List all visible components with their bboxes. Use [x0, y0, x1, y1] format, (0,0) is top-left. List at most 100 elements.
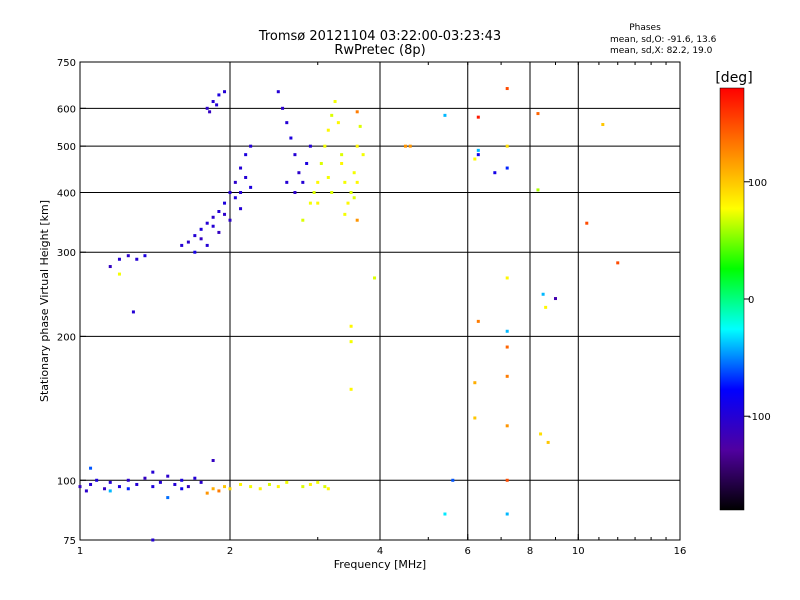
point-X-15	[326, 487, 330, 491]
point-X-39	[340, 161, 344, 165]
point-X-31	[358, 124, 362, 128]
chart-title-line1: Tromsø 20121104 03:22:00-03:23:43	[258, 29, 501, 44]
x-tick-label-0: 1	[77, 546, 83, 557]
point-O-17	[199, 480, 203, 484]
point-X-34	[330, 190, 334, 194]
point-other-3	[476, 153, 480, 157]
point-O-64	[293, 190, 297, 194]
point-X-32	[361, 153, 365, 157]
point-other-18	[505, 478, 509, 482]
point-X-4	[228, 487, 232, 491]
colorbar	[719, 87, 745, 511]
point-X-16	[301, 218, 305, 222]
x-tick-label-1: 2	[227, 546, 233, 557]
point-O-50	[211, 100, 215, 104]
point-other-8	[473, 416, 477, 420]
point-O-37	[199, 237, 203, 241]
point-X-11	[301, 485, 305, 489]
point-O-15	[186, 485, 190, 489]
y-tick-label-6: 600	[57, 104, 76, 115]
colorbar-ticks: 100 0 -100	[744, 178, 771, 423]
point-X-43	[349, 340, 353, 344]
point-O-9	[143, 476, 147, 480]
point-other-5	[473, 157, 477, 161]
point-O-12	[166, 474, 170, 478]
point-O-25	[186, 240, 190, 244]
colorbar-tick-label-2: -100	[748, 412, 771, 423]
point-O-19	[108, 489, 112, 493]
point-X-27	[346, 201, 350, 205]
point-X-9	[276, 485, 280, 489]
y-tick-label-1: 100	[57, 476, 76, 487]
point-O-46	[205, 243, 209, 247]
point-other-22	[536, 188, 540, 192]
point-O-61	[301, 180, 305, 184]
point-X-0	[205, 491, 209, 495]
point-O-5	[108, 480, 112, 484]
colorbar-label: [deg]	[715, 70, 752, 86]
point-O-20	[166, 496, 170, 500]
point-X-5	[239, 482, 243, 486]
point-O-58	[289, 136, 293, 140]
point-X-19	[319, 161, 323, 165]
point-other-24	[544, 305, 548, 309]
y-tick-label-5: 500	[57, 142, 76, 153]
point-X-2	[217, 489, 221, 493]
y-axis-ticks: 75 100 200 300 400 500 600 750	[57, 58, 86, 547]
point-X-48	[408, 144, 412, 148]
point-other-28	[585, 221, 589, 225]
point-X-26	[343, 180, 347, 184]
point-X-3	[223, 485, 227, 489]
point-O-56	[281, 106, 285, 110]
point-X-29	[352, 171, 356, 175]
point-other-31	[403, 144, 407, 148]
point-other-20	[476, 115, 480, 119]
point-other-21	[536, 112, 540, 116]
data-points	[78, 87, 620, 542]
point-other-10	[505, 87, 509, 91]
point-O-48	[239, 190, 243, 194]
point-O-63	[308, 144, 312, 148]
point-other-27	[553, 297, 557, 301]
point-O-38	[211, 224, 215, 228]
point-other-12	[505, 144, 509, 148]
point-O-7	[126, 478, 130, 482]
point-other-1	[443, 512, 447, 516]
point-X-46	[355, 218, 359, 222]
colorbar-tick-label-0: 100	[748, 178, 767, 189]
point-X-7	[258, 487, 262, 491]
point-X-12	[308, 482, 312, 486]
point-other-6	[476, 319, 480, 323]
y-tick-label-7: 750	[57, 58, 76, 69]
point-O-62	[305, 161, 309, 165]
point-X-28	[349, 190, 353, 194]
point-O-34	[239, 166, 243, 170]
point-O-39	[223, 212, 227, 216]
point-O-47	[228, 218, 232, 222]
point-O-6	[117, 485, 121, 489]
colorbar-tick-label-1: 0	[748, 295, 754, 306]
x-tick-label-2: 4	[377, 546, 383, 557]
point-other-15	[505, 345, 509, 349]
point-O-11	[158, 480, 162, 484]
point-O-28	[205, 221, 209, 225]
point-O-32	[228, 190, 232, 194]
point-O-40	[233, 196, 237, 200]
point-O-35	[244, 153, 248, 157]
x-tick-label-6: 16	[674, 546, 687, 557]
point-O-1	[84, 489, 88, 493]
point-O-27	[199, 227, 203, 231]
point-X-47	[355, 110, 359, 114]
point-O-49	[205, 106, 209, 110]
chart-title-line2: RwPretec (8p)	[334, 43, 425, 58]
phases-mean-x: mean, sd,X: 82.2, 19.0	[610, 46, 713, 56]
point-O-51	[217, 93, 221, 97]
point-X-41	[117, 272, 121, 276]
point-X-33	[316, 201, 320, 205]
point-O-42	[193, 250, 197, 254]
point-X-24	[336, 121, 340, 125]
point-other-19	[505, 512, 509, 516]
point-X-20	[323, 144, 327, 148]
point-O-44	[239, 207, 243, 211]
y-tick-label-0: 75	[63, 536, 76, 547]
